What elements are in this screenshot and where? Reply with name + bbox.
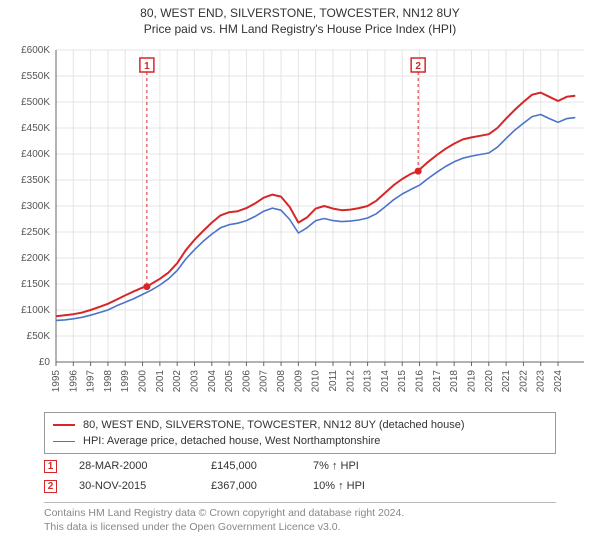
svg-text:1: 1	[144, 61, 150, 72]
svg-text:£400K: £400K	[21, 149, 50, 160]
chart-area: £0 £50K £100K £150K £200K £250K £300K £350K £400…	[6, 44, 594, 404]
svg-text:£150K: £150K	[21, 279, 50, 290]
svg-text:2001: 2001	[155, 370, 166, 393]
svg-text:2007: 2007	[259, 370, 270, 393]
title-address: 80, WEST END, SILVERSTONE, TOWCESTER, NN…	[0, 6, 600, 20]
svg-text:2022: 2022	[518, 370, 529, 393]
svg-text:£0: £0	[39, 357, 51, 368]
svg-text:1999: 1999	[120, 370, 131, 393]
svg-text:2005: 2005	[224, 370, 235, 393]
svg-text:£450K: £450K	[21, 123, 50, 134]
legend-label: 80, WEST END, SILVERSTONE, TOWCESTER, NN…	[83, 419, 464, 431]
svg-text:1997: 1997	[86, 370, 97, 393]
sale-price: £367,000	[211, 480, 291, 492]
svg-text:£300K: £300K	[21, 201, 50, 212]
sale-date: 28-MAR-2000	[79, 460, 189, 472]
sale-hpi: 7% ↑ HPI	[313, 460, 393, 472]
chart-container: 80, WEST END, SILVERSTONE, TOWCESTER, NN…	[0, 0, 600, 560]
svg-text:2021: 2021	[501, 370, 512, 393]
title-block: 80, WEST END, SILVERSTONE, TOWCESTER, NN…	[0, 0, 600, 36]
sale-row: 1 28-MAR-2000 £145,000 7% ↑ HPI	[44, 456, 393, 476]
svg-text:1996: 1996	[68, 370, 79, 393]
footer-line1: Contains HM Land Registry data © Crown c…	[44, 507, 556, 521]
svg-text:2017: 2017	[432, 370, 443, 393]
svg-text:2010: 2010	[311, 370, 322, 393]
svg-text:2003: 2003	[189, 370, 200, 393]
sale-row: 2 30-NOV-2015 £367,000 10% ↑ HPI	[44, 476, 393, 496]
svg-text:2015: 2015	[397, 370, 408, 393]
svg-text:£550K: £550K	[21, 71, 50, 82]
svg-text:2024: 2024	[553, 370, 564, 393]
footer-attribution: Contains HM Land Registry data © Crown c…	[44, 502, 556, 534]
sales-table: 1 28-MAR-2000 £145,000 7% ↑ HPI 2 30-NOV-2015…	[44, 456, 393, 496]
svg-text:2023: 2023	[536, 370, 547, 393]
svg-text:2006: 2006	[241, 370, 252, 393]
footer-line2: This data is licensed under the Open Gov…	[44, 521, 556, 535]
svg-text:2002: 2002	[172, 370, 183, 393]
svg-text:£50K: £50K	[27, 331, 51, 342]
svg-text:£100K: £100K	[21, 305, 50, 316]
svg-text:2019: 2019	[466, 370, 477, 393]
svg-text:£200K: £200K	[21, 253, 50, 264]
sale-marker-icon: 1	[44, 460, 57, 473]
svg-text:£250K: £250K	[21, 227, 50, 238]
line-chart: £0 £50K £100K £150K £200K £250K £300K £350K £400…	[6, 44, 594, 404]
svg-text:2014: 2014	[380, 370, 391, 393]
svg-text:1998: 1998	[103, 370, 114, 393]
svg-text:2012: 2012	[345, 370, 356, 393]
legend-swatch	[53, 441, 75, 442]
svg-text:£350K: £350K	[21, 175, 50, 186]
svg-text:2008: 2008	[276, 370, 287, 393]
svg-text:£500K: £500K	[21, 97, 50, 108]
title-subtitle: Price paid vs. HM Land Registry's House …	[0, 22, 600, 36]
sale-date: 30-NOV-2015	[79, 480, 189, 492]
svg-text:2011: 2011	[328, 370, 339, 392]
svg-text:2: 2	[415, 61, 421, 72]
svg-text:2000: 2000	[138, 370, 149, 393]
svg-text:2004: 2004	[207, 370, 218, 393]
sale-price: £145,000	[211, 460, 291, 472]
svg-text:£600K: £600K	[21, 45, 50, 56]
legend-row: HPI: Average price, detached house, West…	[53, 433, 547, 449]
legend-row: 80, WEST END, SILVERSTONE, TOWCESTER, NN…	[53, 417, 547, 433]
sale-hpi: 10% ↑ HPI	[313, 480, 393, 492]
sale-marker-icon: 2	[44, 480, 57, 493]
legend-label: HPI: Average price, detached house, West…	[83, 435, 380, 447]
svg-text:2009: 2009	[293, 370, 304, 393]
svg-text:2020: 2020	[484, 370, 495, 393]
svg-text:1995: 1995	[51, 370, 62, 393]
legend: 80, WEST END, SILVERSTONE, TOWCESTER, NN…	[44, 412, 556, 454]
svg-text:2013: 2013	[363, 370, 374, 393]
legend-swatch	[53, 424, 75, 426]
svg-text:2018: 2018	[449, 370, 460, 393]
svg-text:2016: 2016	[415, 370, 426, 393]
